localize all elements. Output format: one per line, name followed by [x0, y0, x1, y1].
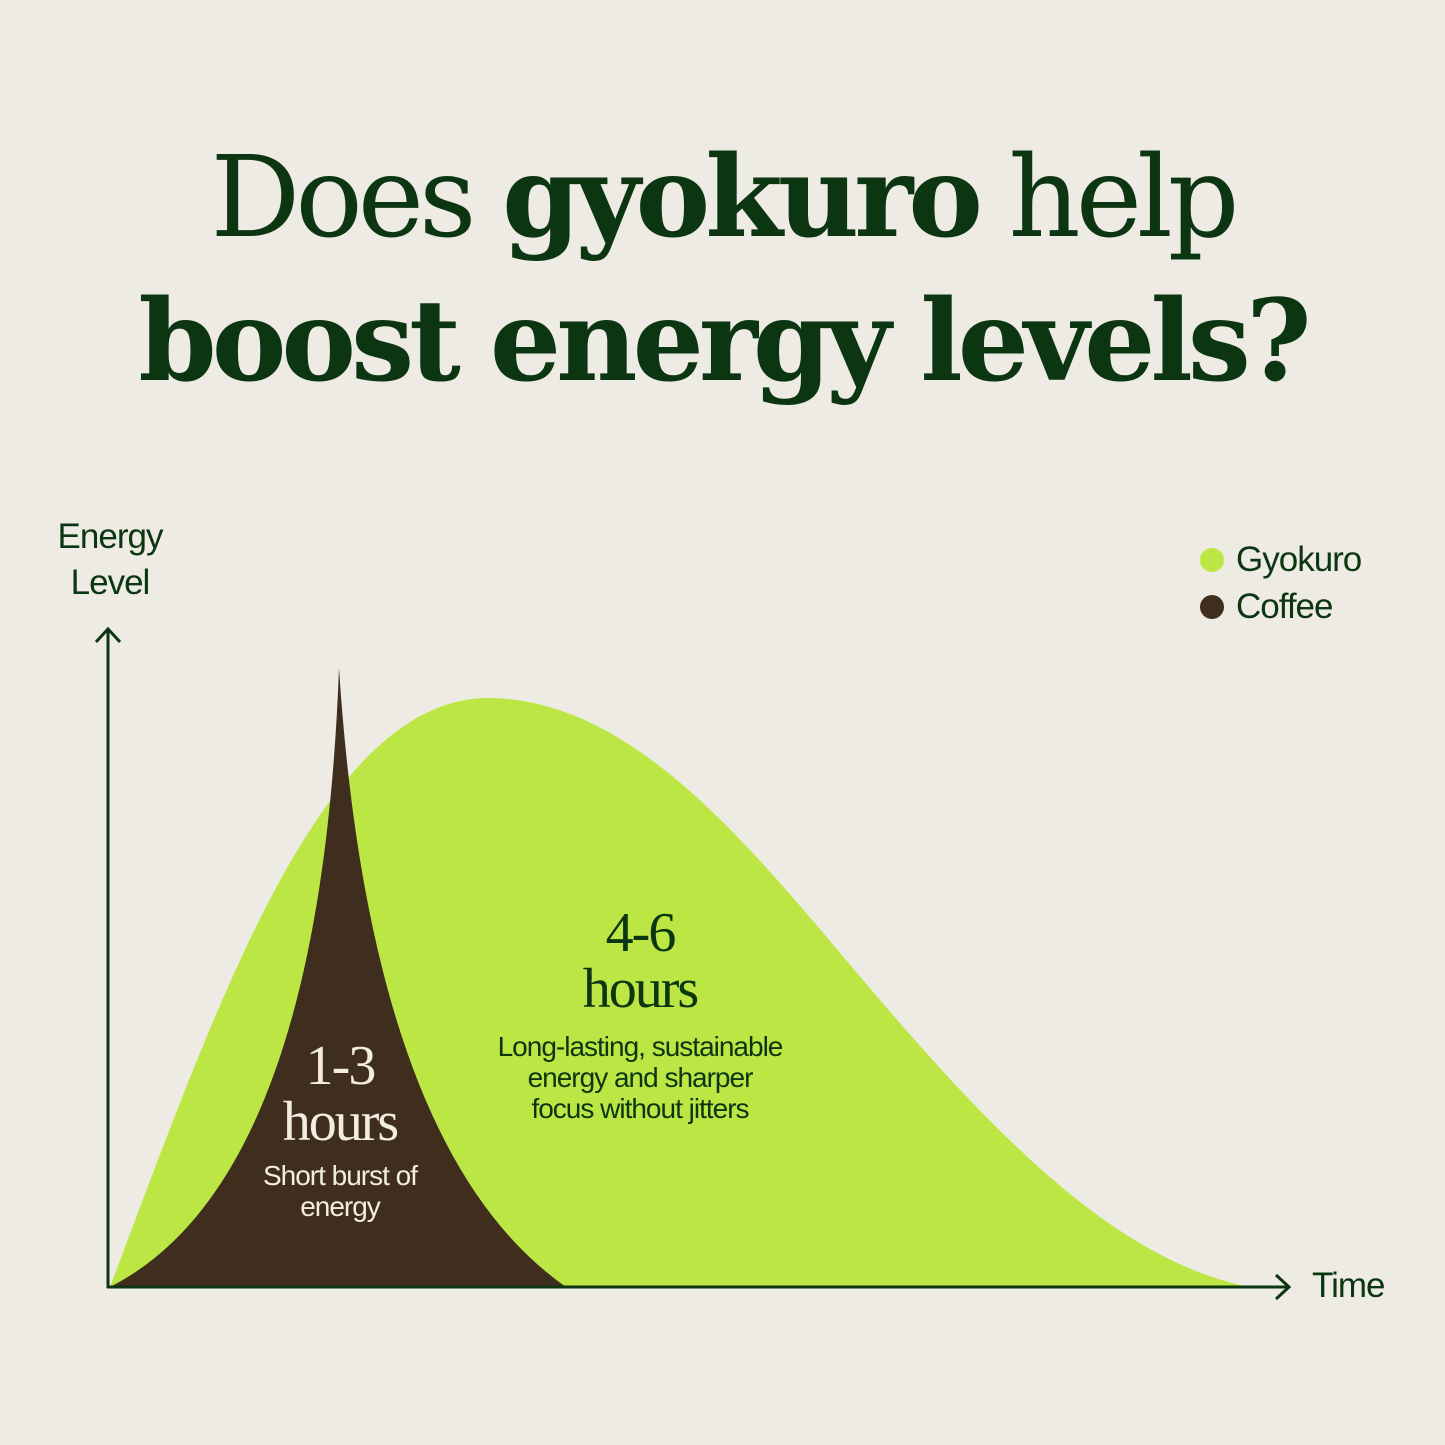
coffee-desc: energy — [300, 1191, 381, 1222]
legend-swatch-gyokuro — [1200, 547, 1224, 572]
coffee-duration: 1-3 — [305, 1035, 377, 1097]
legend-item-gyokuro: Gyokuro — [1200, 536, 1362, 583]
y-axis-label: Energy Level — [40, 514, 180, 606]
title-text: Does — [210, 133, 503, 263]
gyokuro-duration: 4-6 — [605, 902, 677, 964]
legend-label: Coffee — [1236, 586, 1333, 626]
y-axis-arrow-icon — [94, 626, 122, 644]
gyokuro-desc: Long-lasting, sustainable — [497, 1031, 784, 1062]
gyokuro-desc: energy and sharper — [527, 1062, 754, 1093]
gyokuro-annotation: 4-6 hours Long-lasting, sustainable ener… — [460, 905, 820, 1124]
gyokuro-desc: focus without jitters — [531, 1093, 749, 1124]
y-axis-label-line: Level — [70, 563, 151, 602]
legend-label: Gyokuro — [1236, 539, 1362, 579]
coffee-area — [110, 668, 566, 1287]
coffee-desc: Short burst of — [262, 1160, 418, 1191]
legend: Gyokuro Coffee — [1200, 536, 1362, 630]
title-line-1: Does gyokuro help — [0, 142, 1445, 255]
y-axis-label-line: Energy — [57, 517, 164, 556]
gyokuro-unit: hours — [582, 958, 699, 1020]
x-axis-label: Time — [1312, 1266, 1385, 1305]
axes — [94, 626, 1292, 1301]
legend-swatch-coffee — [1200, 594, 1224, 619]
title-emphasis: gyokuro — [502, 132, 983, 263]
title-line-2: boost energy levels? — [138, 276, 1311, 407]
coffee-annotation: 1-3 hours Short burst of energy — [220, 1038, 460, 1222]
legend-item-coffee: Coffee — [1200, 583, 1361, 630]
coffee-unit: hours — [282, 1091, 399, 1153]
x-axis-arrow-icon — [1274, 1273, 1292, 1301]
title-text: help — [977, 133, 1240, 263]
